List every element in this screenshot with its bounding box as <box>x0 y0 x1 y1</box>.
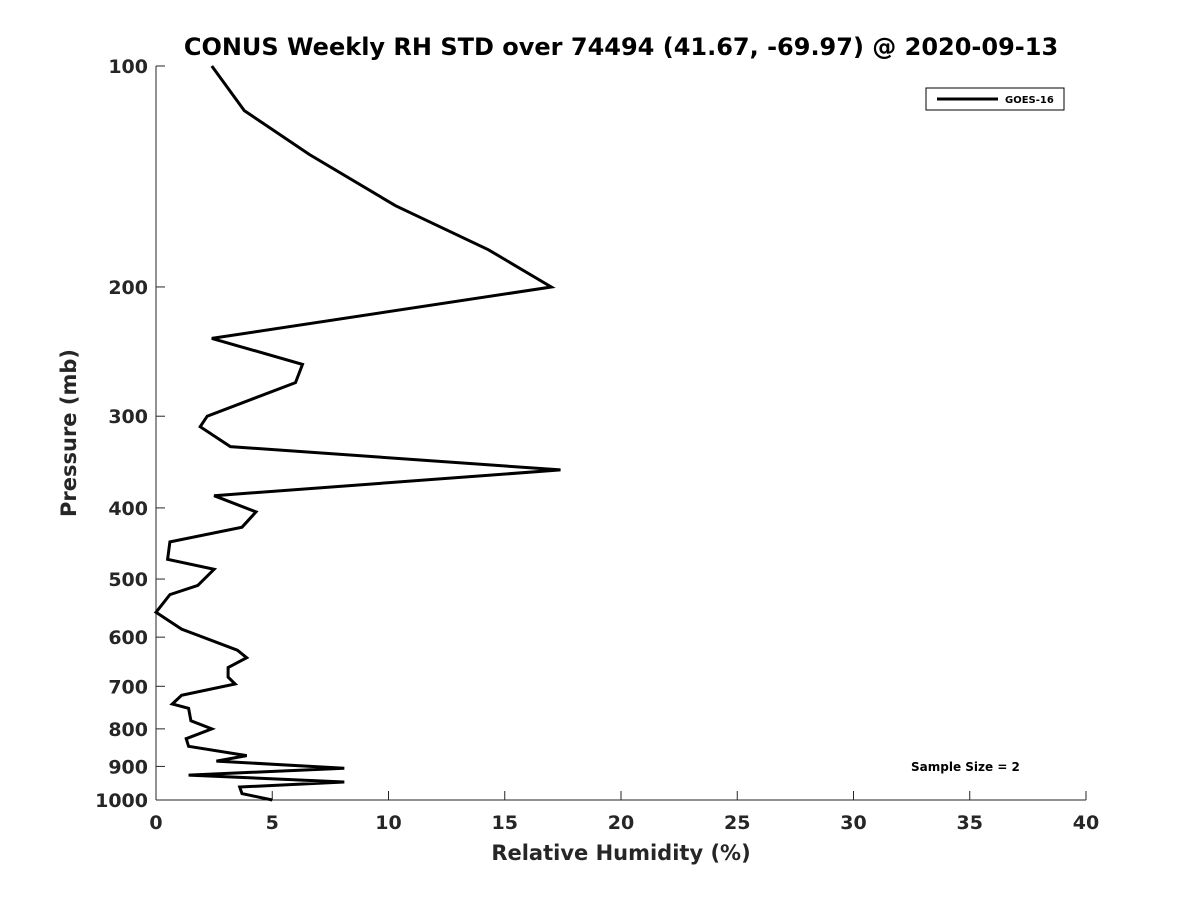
y-tick-label: 600 <box>108 627 148 649</box>
x-tick-label: 40 <box>1073 812 1099 834</box>
legend: GOES-16 <box>925 87 1065 111</box>
x-tick-label: 25 <box>724 812 750 834</box>
sample-size-annotation: Sample Size = 2 <box>911 760 1020 774</box>
series-layer <box>153 65 561 802</box>
x-tick-label: 35 <box>957 812 983 834</box>
x-tick-label: 10 <box>375 812 401 834</box>
x-tick-label: 15 <box>492 812 518 834</box>
x-ticks: 0 5 10 15 20 25 30 35 40 <box>149 791 1099 834</box>
y-tick-label: 200 <box>108 277 148 299</box>
x-tick-label: 20 <box>608 812 634 834</box>
series-line-goes-16 <box>153 65 561 802</box>
y-tick-label: 900 <box>108 756 148 778</box>
y-tick-label: 700 <box>108 676 148 698</box>
y-axis-label: Pressure (mb) <box>57 349 81 517</box>
y-tick-label: 500 <box>108 569 148 591</box>
x-axis-label: Relative Humidity (%) <box>491 841 750 865</box>
y-tick-label: 400 <box>108 498 148 520</box>
y-tick-label: 800 <box>108 719 148 741</box>
x-tick-label: 5 <box>266 812 279 834</box>
chart-title: CONUS Weekly RH STD over 74494 (41.67, -… <box>184 33 1058 61</box>
y-ticks: 100 200 300 400 500 600 700 800 900 1000 <box>95 56 165 812</box>
y-tick-label: 100 <box>108 56 148 78</box>
x-tick-label: 30 <box>840 812 866 834</box>
plot-area: 0 5 10 15 20 25 30 35 40 100 200 300 400 500 600 700 80… <box>95 56 1099 834</box>
legend-label-goes-16: GOES-16 <box>1005 95 1054 106</box>
y-tick-label: 300 <box>108 406 148 428</box>
x-tick-label: 0 <box>149 812 162 834</box>
y-tick-label: 1000 <box>95 790 148 812</box>
